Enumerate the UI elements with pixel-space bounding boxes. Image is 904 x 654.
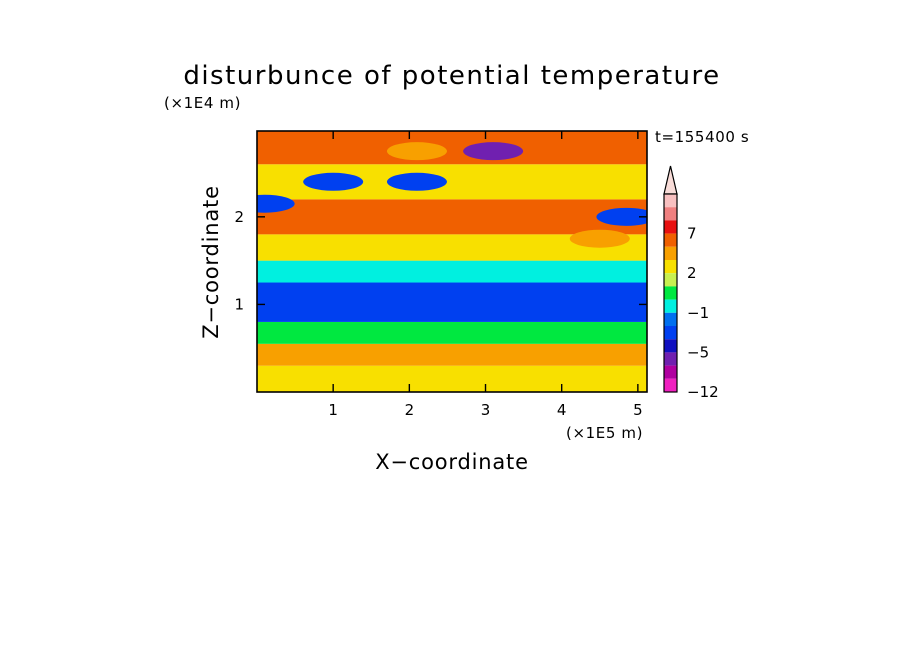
x-axis-label: X−coordinate (375, 450, 529, 474)
colorbar-bin (664, 378, 677, 392)
field-feature-5 (569, 229, 630, 248)
x-tick-label: 4 (557, 401, 567, 419)
time-label: t=155400 s (655, 128, 749, 146)
colorbar-label: −1 (687, 304, 709, 322)
colorbar: 7 2 −1 −5 −12 (663, 165, 719, 401)
y-tick-label: 2 (234, 208, 244, 226)
field-band-8 (257, 131, 647, 165)
colorbar-bin (664, 260, 677, 274)
colorbar-bin (664, 220, 677, 234)
field-band-4 (257, 260, 647, 283)
colorbar-bin (664, 352, 677, 366)
colorbar-bin (664, 246, 677, 260)
y-axis-label: Z−coordinate (199, 185, 223, 339)
chart-title: disturbunce of potential temperature (183, 61, 720, 91)
field-band-2 (257, 321, 647, 344)
y-tick-label: 1 (234, 295, 244, 313)
x-unit-label: (×1E5 m) (566, 424, 643, 442)
colorbar-label: 7 (687, 225, 697, 243)
colorbar-bin (664, 273, 677, 287)
colorbar-bin (664, 286, 677, 300)
colorbar-bin (664, 339, 677, 353)
x-tick-label: 3 (481, 401, 491, 419)
colorbar-label: −5 (687, 343, 709, 361)
colorbar-bin (664, 312, 677, 326)
colorbar-bin (664, 207, 677, 221)
x-axis-ticks: 1 2 3 4 5 (328, 131, 643, 419)
colorbar-label: −12 (687, 383, 719, 401)
field-band-0 (257, 365, 647, 392)
colorbar-extend-arrow (663, 165, 678, 195)
x-tick-label: 5 (633, 401, 643, 419)
field-band-6 (257, 199, 647, 235)
field-feature-4 (596, 207, 647, 226)
field-feature-3 (257, 194, 295, 213)
x-tick-label: 1 (328, 401, 338, 419)
field-feature-1 (386, 172, 447, 191)
x-tick-label: 2 (405, 401, 415, 419)
colorbar-bin (664, 299, 677, 313)
plot-frame (256, 130, 648, 393)
colorbar-bin (664, 326, 677, 340)
field-feature-2 (303, 172, 364, 191)
y-axis-ticks: 12 (234, 208, 647, 313)
contour-field (257, 131, 647, 392)
colorbar-bin (664, 194, 677, 208)
field-feature-6 (386, 142, 447, 161)
colorbar-bin (664, 365, 677, 379)
y-unit-label: (×1E4 m) (164, 94, 241, 112)
colorbar-bin (664, 233, 677, 247)
field-feature-0 (463, 142, 524, 161)
field-band-1 (257, 343, 647, 366)
colorbar-label: 2 (687, 264, 697, 282)
colorbar-frame (663, 193, 678, 393)
field-band-3 (257, 282, 647, 322)
